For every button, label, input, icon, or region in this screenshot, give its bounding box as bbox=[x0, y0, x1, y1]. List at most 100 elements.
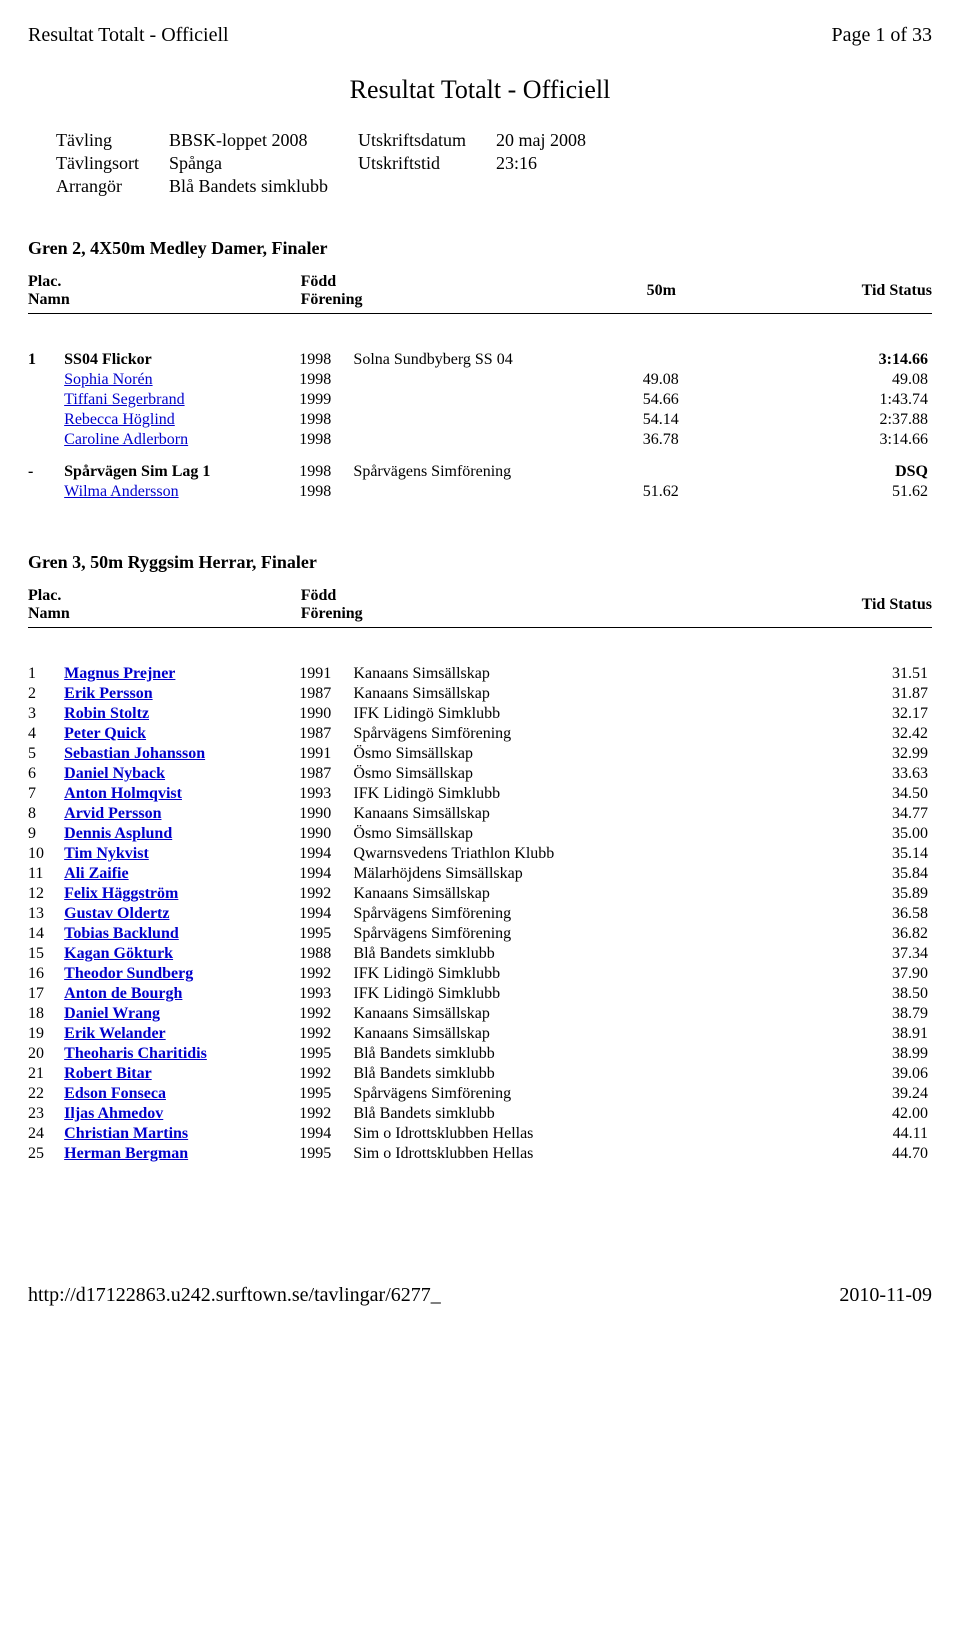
member-name[interactable]: Sophia Norén bbox=[64, 370, 299, 390]
col-time: Tid bbox=[862, 282, 886, 299]
result-name[interactable]: Peter Quick bbox=[64, 724, 299, 744]
col-club: Förening bbox=[301, 291, 363, 308]
member-split: 49.08 bbox=[643, 370, 770, 390]
result-year: 1987 bbox=[299, 724, 353, 744]
team-club: Spårvägens Simförening bbox=[353, 462, 642, 482]
result-name[interactable]: Daniel Wrang bbox=[64, 1004, 299, 1024]
result-name[interactable]: Christian Martins bbox=[64, 1124, 299, 1144]
result-plac: 16 bbox=[28, 964, 64, 984]
result-time: 44.70 bbox=[769, 1144, 932, 1164]
member-split: 51.62 bbox=[643, 482, 770, 502]
result-club: Kanaans Simsällskap bbox=[353, 804, 642, 824]
result-club: IFK Lidingö Simklubb bbox=[353, 704, 642, 724]
event2-header: Plac. Namn Född Förening Tid Status bbox=[28, 585, 932, 628]
result-club: Ösmo Simsällskap bbox=[353, 764, 642, 784]
result-club: Spårvägens Simförening bbox=[353, 1084, 642, 1104]
result-time: 39.06 bbox=[769, 1064, 932, 1084]
result-year: 1990 bbox=[299, 804, 353, 824]
event1-title: Gren 2, 4X50m Medley Damer, Finaler bbox=[28, 238, 932, 259]
member-year: 1998 bbox=[299, 370, 353, 390]
result-name[interactable]: Herman Bergman bbox=[64, 1144, 299, 1164]
result-name[interactable]: Edson Fonseca bbox=[64, 1084, 299, 1104]
result-club: Sim o Idrottsklubben Hellas bbox=[353, 1144, 642, 1164]
result-name[interactable]: Magnus Prejner bbox=[64, 664, 299, 684]
member-split: 54.14 bbox=[643, 410, 770, 430]
result-plac: 9 bbox=[28, 824, 64, 844]
result-name[interactable]: Erik Welander bbox=[64, 1024, 299, 1044]
footer-date: 2010-11-09 bbox=[839, 1284, 932, 1307]
competition-meta: TävlingBBSK-loppet 2008Utskriftsdatum20 … bbox=[56, 129, 616, 198]
team-time: DSQ bbox=[769, 462, 932, 482]
member-time: 49.08 bbox=[769, 370, 932, 390]
member-name[interactable]: Caroline Adlerborn bbox=[64, 430, 299, 450]
member-split: 54.66 bbox=[643, 390, 770, 410]
result-club: Sim o Idrottsklubben Hellas bbox=[353, 1124, 642, 1144]
result-club: Ösmo Simsällskap bbox=[353, 824, 642, 844]
result-name[interactable]: Theodor Sundberg bbox=[64, 964, 299, 984]
result-name[interactable]: Arvid Persson bbox=[64, 804, 299, 824]
result-name[interactable]: Anton Holmqvist bbox=[64, 784, 299, 804]
result-club: Kanaans Simsällskap bbox=[353, 884, 642, 904]
result-name[interactable]: Erik Persson bbox=[64, 684, 299, 704]
result-club: Blå Bandets simklubb bbox=[353, 1104, 642, 1124]
result-plac: 15 bbox=[28, 944, 64, 964]
result-name[interactable]: Iljas Ahmedov bbox=[64, 1104, 299, 1124]
result-year: 1995 bbox=[299, 1144, 353, 1164]
result-plac: 4 bbox=[28, 724, 64, 744]
team-year: 1998 bbox=[299, 350, 353, 370]
result-plac: 6 bbox=[28, 764, 64, 784]
col-year: Född bbox=[301, 273, 337, 290]
member-name[interactable]: Rebecca Höglind bbox=[64, 410, 299, 430]
result-club: Kanaans Simsällskap bbox=[353, 1024, 642, 1044]
result-time: 39.24 bbox=[769, 1084, 932, 1104]
result-year: 1992 bbox=[299, 1004, 353, 1024]
meta-value: Spånga bbox=[169, 152, 358, 175]
result-name[interactable]: Theoharis Charitidis bbox=[64, 1044, 299, 1064]
team-club: Solna Sundbyberg SS 04 bbox=[353, 350, 642, 370]
result-year: 1992 bbox=[299, 964, 353, 984]
result-name[interactable]: Gustav Oldertz bbox=[64, 904, 299, 924]
result-plac: 14 bbox=[28, 924, 64, 944]
col-name: Namn bbox=[28, 605, 70, 622]
result-name[interactable]: Dennis Asplund bbox=[64, 824, 299, 844]
result-year: 1995 bbox=[299, 1044, 353, 1064]
result-time: 32.42 bbox=[769, 724, 932, 744]
result-time: 33.63 bbox=[769, 764, 932, 784]
result-year: 1994 bbox=[299, 864, 353, 884]
member-name[interactable]: Wilma Andersson bbox=[64, 482, 299, 502]
result-club: Blå Bandets simklubb bbox=[353, 1044, 642, 1064]
col-year: Född bbox=[301, 587, 337, 604]
result-club: Spårvägens Simförening bbox=[353, 724, 642, 744]
result-time: 31.51 bbox=[769, 664, 932, 684]
result-name[interactable]: Daniel Nyback bbox=[64, 764, 299, 784]
result-name[interactable]: Ali Zaifie bbox=[64, 864, 299, 884]
result-time: 38.79 bbox=[769, 1004, 932, 1024]
result-name[interactable]: Felix Häggström bbox=[64, 884, 299, 904]
footer-url: http://d17122863.u242.surftown.se/tavlin… bbox=[28, 1284, 441, 1307]
result-name[interactable]: Tim Nykvist bbox=[64, 844, 299, 864]
result-name[interactable]: Kagan Gökturk bbox=[64, 944, 299, 964]
result-time: 31.87 bbox=[769, 684, 932, 704]
meta-label: Tävlingsort bbox=[56, 152, 169, 175]
result-club: Ösmo Simsällskap bbox=[353, 744, 642, 764]
header-left: Resultat Totalt - Officiell bbox=[28, 24, 229, 47]
team-name: SS04 Flickor bbox=[64, 350, 299, 370]
result-name[interactable]: Anton de Bourgh bbox=[64, 984, 299, 1004]
team-year: 1998 bbox=[299, 462, 353, 482]
member-name[interactable]: Tiffani Segerbrand bbox=[64, 390, 299, 410]
result-name[interactable]: Robin Stoltz bbox=[64, 704, 299, 724]
result-plac: 10 bbox=[28, 844, 64, 864]
result-name[interactable]: Sebastian Johansson bbox=[64, 744, 299, 764]
col-time: Tid bbox=[862, 596, 886, 613]
col-status: Status bbox=[889, 282, 932, 299]
result-plac: 2 bbox=[28, 684, 64, 704]
result-plac: 8 bbox=[28, 804, 64, 824]
result-time: 37.34 bbox=[769, 944, 932, 964]
result-time: 34.50 bbox=[769, 784, 932, 804]
col-club: Förening bbox=[301, 605, 363, 622]
result-name[interactable]: Tobias Backlund bbox=[64, 924, 299, 944]
result-name[interactable]: Robert Bitar bbox=[64, 1064, 299, 1084]
member-year: 1999 bbox=[299, 390, 353, 410]
member-time: 3:14.66 bbox=[769, 430, 932, 450]
meta-value: Blå Bandets simklubb bbox=[169, 175, 358, 198]
